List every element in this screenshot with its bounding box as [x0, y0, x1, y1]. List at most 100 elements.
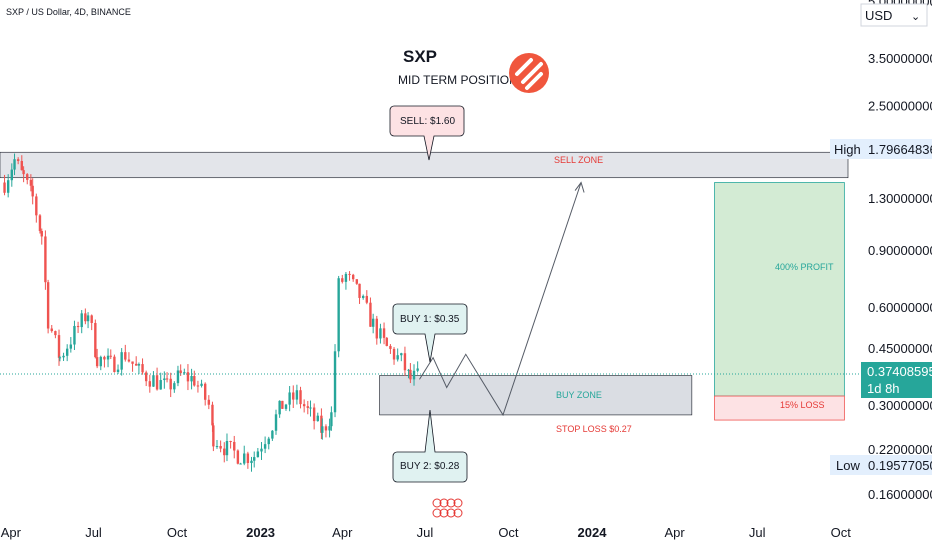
buy1-callout: BUY 1: $0.35: [392, 303, 468, 363]
candle: [324, 424, 328, 438]
candle: [382, 322, 386, 345]
candle: [309, 400, 312, 417]
candle: [243, 445, 246, 466]
y-tick-label: 0.22000000: [868, 442, 932, 457]
candle: [120, 348, 123, 376]
candle: [76, 321, 80, 334]
candle: [412, 364, 416, 386]
candle: [46, 279, 50, 334]
candle: [113, 354, 116, 373]
buy1-callout-label: BUY 1: $0.35: [400, 314, 460, 325]
candle: [58, 355, 62, 362]
profit-box: [714, 182, 845, 397]
candle: [281, 400, 284, 409]
candle: [284, 403, 288, 411]
candle: [173, 381, 176, 393]
candle: [246, 451, 250, 469]
candle: [385, 337, 388, 347]
candle: [239, 462, 242, 465]
candle: [330, 406, 333, 431]
candle: [95, 348, 99, 369]
candle: [20, 155, 23, 171]
candle: [403, 346, 407, 376]
zones-layer: [0, 151, 849, 421]
candle: [379, 323, 382, 344]
candle: [69, 337, 73, 353]
currency-box[interactable]: [860, 3, 928, 27]
projection-path: [419, 182, 582, 417]
high-tag-value: 1.79664836: [868, 142, 932, 157]
candle: [375, 315, 378, 345]
candle: [90, 314, 93, 331]
candle: [306, 400, 309, 415]
candle: [40, 228, 43, 245]
candle: [148, 374, 152, 393]
candle: [396, 348, 399, 362]
candle: [13, 153, 16, 176]
low-tag-value: 0.19577050: [868, 458, 932, 473]
candle: [186, 364, 190, 391]
candle: [337, 275, 340, 358]
candle: [103, 355, 106, 368]
sxp-logo-icon: [509, 53, 549, 93]
candle: [116, 364, 120, 374]
candle: [400, 352, 403, 362]
candle: [358, 283, 361, 304]
candle: [169, 372, 172, 398]
candle: [260, 442, 263, 460]
candle: [176, 365, 180, 387]
candle: [341, 274, 344, 284]
candle: [274, 409, 278, 435]
candle: [124, 344, 127, 362]
candle: [312, 403, 316, 430]
candle: [38, 214, 42, 234]
candle: [57, 329, 61, 366]
buy-zone-label: BUY ZONE: [556, 390, 602, 400]
candle: [409, 363, 412, 384]
chevron-down-icon[interactable]: ⌄: [911, 10, 920, 23]
loss-label: 15% LOSS: [780, 400, 825, 410]
x-tick-label: Jul: [749, 525, 766, 540]
candle: [163, 371, 166, 389]
candle: [50, 324, 53, 333]
sell-zone-label: SELL ZONE: [554, 155, 603, 165]
candle: [200, 379, 203, 388]
candle: [84, 308, 87, 325]
x-tick-label: Jul: [417, 525, 434, 540]
candle: [271, 430, 274, 441]
candle: [29, 174, 33, 192]
y-tick-label: 0.90000000: [868, 243, 932, 258]
candle: [355, 279, 359, 285]
candle: [190, 368, 193, 390]
candle: [361, 294, 365, 300]
high-tag-bg: [830, 139, 932, 159]
candle: [10, 163, 14, 187]
candle: [369, 297, 372, 327]
candle: [348, 271, 351, 281]
candle: [6, 174, 10, 198]
candle: [371, 313, 375, 334]
candle: [3, 174, 6, 196]
candle: [225, 433, 229, 462]
candle: [165, 372, 169, 383]
candle: [316, 412, 319, 422]
candle: [215, 439, 219, 449]
candle: [302, 399, 306, 413]
y-tick-label: 0.16000000: [868, 487, 932, 502]
y-tick-label: 0.60000000: [868, 300, 932, 315]
candle: [233, 435, 236, 459]
candle: [152, 371, 155, 387]
events-icon[interactable]: [432, 498, 463, 518]
symbol-header: SXP / US Dollar, 4D, BINANCE: [6, 7, 131, 17]
candle: [236, 449, 240, 465]
candle: [229, 440, 232, 449]
candle: [94, 319, 97, 359]
currency-label: USD: [865, 8, 892, 23]
x-tick-label: 2023: [246, 525, 275, 540]
sell-zone: [0, 151, 849, 179]
buy2-callout-label: BUY 2: $0.28: [400, 461, 460, 472]
sell-callout-label: SELL: $1.60: [400, 116, 455, 127]
price-axis[interactable]: 0.16000000 0.22000000 0.30000000 0.45000000…: [868, 51, 932, 502]
time-axis[interactable]: Apr Jul Oct 2023 Apr Jul Oct 2024 Apr Jul Oct: [1, 525, 851, 540]
